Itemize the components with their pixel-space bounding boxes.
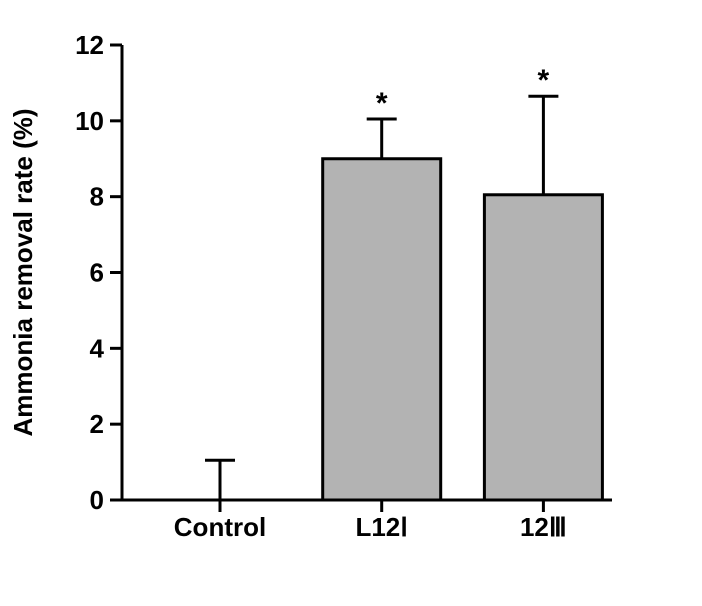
y-tick-label: 10	[75, 106, 104, 136]
significance-marker-2: *	[538, 64, 550, 97]
y-axis-label: Ammonia removal rate (%)	[8, 109, 38, 437]
bar-chart: Control * L12Ⅰ * 12Ⅲ 0 2 4 6 8 10 12 Ammonia removal…	[0, 0, 702, 606]
bar-2	[484, 195, 602, 500]
category-label-0: Control	[174, 512, 266, 542]
chart-svg: Control * L12Ⅰ * 12Ⅲ 0 2 4 6 8 10 12 Ammonia removal…	[0, 0, 702, 606]
significance-marker-1: *	[376, 87, 388, 120]
y-tick-label: 8	[90, 182, 104, 212]
category-label-2: 12Ⅲ	[520, 512, 567, 542]
y-tick-label: 2	[90, 409, 104, 439]
category-label-1: L12Ⅰ	[355, 512, 407, 542]
y-tick-label: 12	[75, 30, 104, 60]
y-tick-label: 4	[90, 333, 105, 363]
bar-1	[323, 159, 441, 500]
y-tick-label: 6	[90, 258, 104, 288]
y-tick-label: 0	[90, 485, 104, 515]
